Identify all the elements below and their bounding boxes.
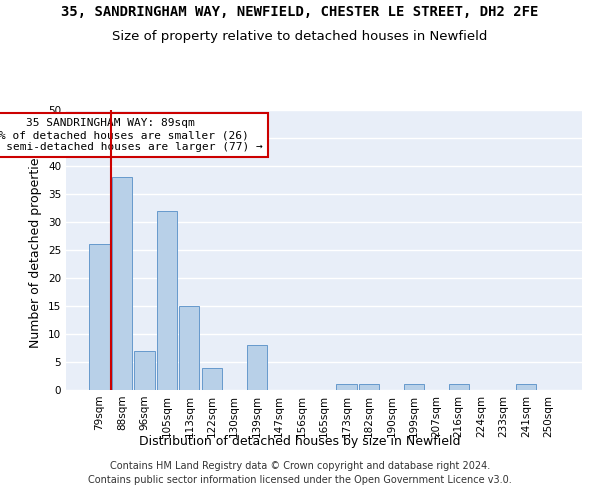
Bar (247, 345, 267, 390)
Bar (112, 177, 132, 390)
Bar (202, 368, 222, 390)
Bar (404, 384, 424, 390)
Text: Size of property relative to detached houses in Newfield: Size of property relative to detached ho… (112, 30, 488, 43)
Bar (359, 384, 379, 390)
Bar (157, 211, 177, 390)
Bar (337, 384, 356, 390)
Bar (89, 244, 110, 390)
Text: Contains HM Land Registry data © Crown copyright and database right 2024.
Contai: Contains HM Land Registry data © Crown c… (88, 461, 512, 485)
Bar (134, 351, 155, 390)
Bar (449, 384, 469, 390)
Text: 35 SANDRINGHAM WAY: 89sqm
← 20% of detached houses are smaller (26)
58% of semi-: 35 SANDRINGHAM WAY: 89sqm ← 20% of detac… (0, 118, 263, 152)
Text: 35, SANDRINGHAM WAY, NEWFIELD, CHESTER LE STREET, DH2 2FE: 35, SANDRINGHAM WAY, NEWFIELD, CHESTER L… (61, 5, 539, 19)
Y-axis label: Number of detached properties: Number of detached properties (29, 152, 43, 348)
Bar (179, 306, 199, 390)
Bar (516, 384, 536, 390)
Text: Distribution of detached houses by size in Newfield: Distribution of detached houses by size … (139, 435, 461, 448)
